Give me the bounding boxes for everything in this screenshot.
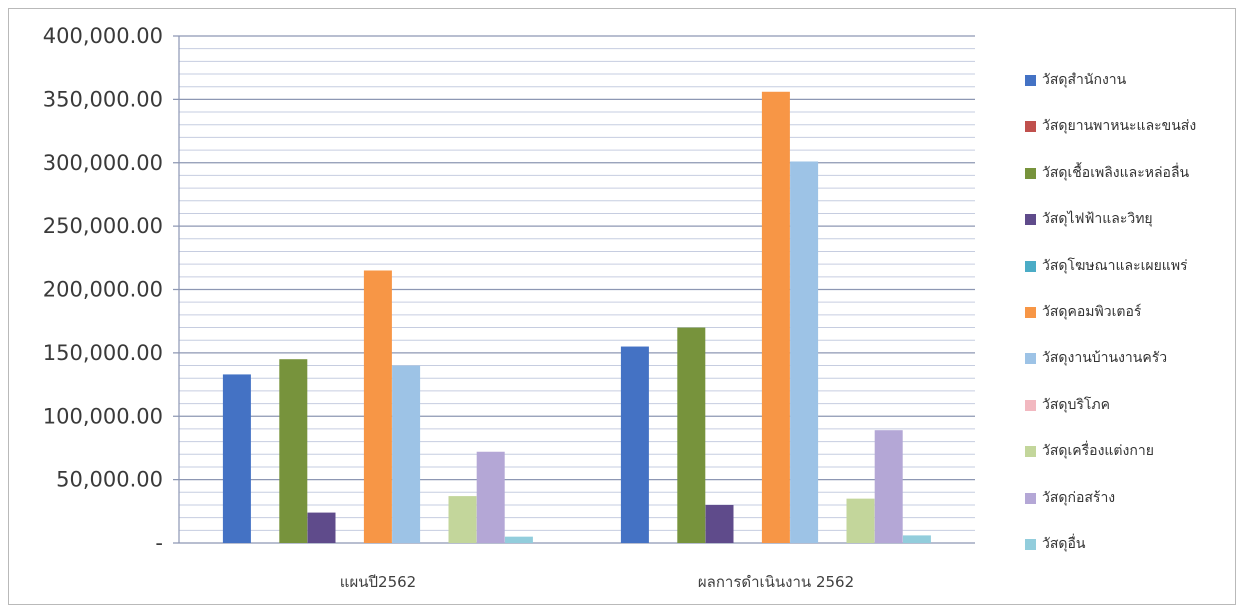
x-category-label: ผลการดำเนินงาน 2562 [698, 573, 854, 591]
gridlines [173, 35, 975, 544]
bar [874, 430, 903, 543]
bar [761, 91, 790, 544]
legend-label: วัสดุยานพาหนะและขนส่ง [1042, 118, 1197, 135]
bar [279, 359, 308, 543]
bar [620, 346, 649, 543]
legend-swatch [1025, 446, 1036, 458]
y-axis: - 50,000.00 100,000.00 150,000.00 200,000.00… [43, 24, 180, 555]
legend-swatch [1025, 539, 1036, 550]
legend-label: วัสดุคอมพิวเตอร์ [1042, 304, 1142, 320]
legend-label: วัสดุก่อสร้าง [1042, 489, 1116, 506]
legend-swatch [1025, 75, 1036, 86]
y-tick-label: 250,000.00 [43, 214, 163, 238]
bar [363, 270, 392, 543]
y-tick-label: - [155, 531, 163, 555]
x-axis: แผนปี2562 ผลการดำเนินงาน 2562 [340, 573, 854, 591]
legend-label: วัสดุโฆษณาและเผยแพร่ [1042, 257, 1188, 274]
chart-frame: - 50,000.00 100,000.00 150,000.00 200,000.00… [8, 8, 1236, 605]
x-category-label: แผนปี2562 [340, 573, 416, 591]
y-tick-label: 100,000.00 [43, 404, 163, 428]
bar [846, 498, 875, 543]
legend-label: วัสดุสำนักงาน [1042, 72, 1127, 88]
legend-swatch [1025, 167, 1036, 179]
bar [705, 504, 734, 543]
legend-label: วัสดุอื่น [1042, 536, 1086, 552]
bar [902, 535, 931, 543]
y-tick-label: 350,000.00 [43, 87, 163, 111]
bar-chart: - 50,000.00 100,000.00 150,000.00 200,000.00… [43, 24, 975, 591]
legend-label: วัสดุงานบ้านงานครัว [1042, 350, 1168, 367]
y-tick-label: 200,000.00 [43, 278, 163, 302]
bar [448, 496, 477, 543]
legend-label: วัสดุเชื้อเพลิงและหล่อลื่น [1042, 164, 1190, 181]
legend-swatch [1025, 214, 1036, 226]
bar [504, 536, 533, 543]
legend-swatch [1025, 121, 1036, 133]
legend-label: วัสดุบริโภค [1042, 396, 1111, 413]
bar [307, 512, 336, 543]
bar [222, 374, 251, 543]
bar [677, 327, 706, 543]
y-tick-label: 50,000.00 [56, 468, 163, 492]
legend-swatch [1025, 307, 1036, 318]
y-tick-label: 300,000.00 [43, 151, 163, 175]
legend-swatch [1025, 492, 1036, 504]
y-tick-label: 150,000.00 [43, 341, 163, 365]
legend-label: วัสดุเครื่องแต่งกาย [1042, 443, 1154, 460]
y-tick-label: 400,000.00 [43, 24, 163, 48]
legend-swatch [1025, 399, 1036, 411]
bars [222, 91, 931, 544]
bar [790, 161, 819, 544]
legend-swatch [1025, 260, 1036, 272]
bar [476, 451, 505, 543]
legend-label: วัสดุไฟฟ้าและวิทยุ [1042, 211, 1153, 228]
legend-swatch [1025, 353, 1036, 365]
bar [392, 365, 421, 543]
